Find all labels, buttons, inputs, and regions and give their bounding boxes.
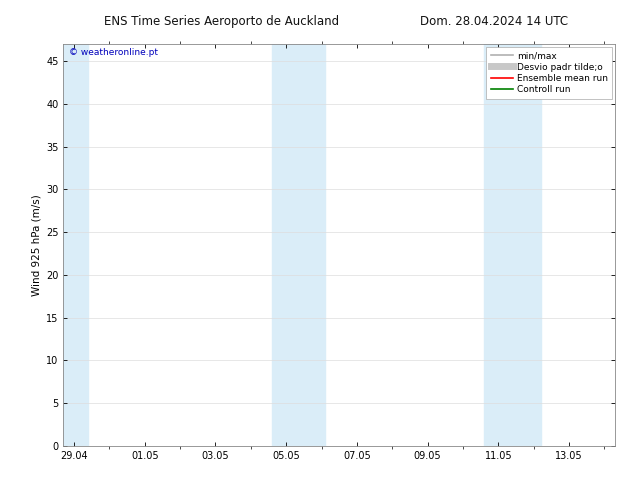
Text: ENS Time Series Aeroporto de Auckland: ENS Time Series Aeroporto de Auckland bbox=[105, 15, 339, 28]
Legend: min/max, Desvio padr tilde;o, Ensemble mean run, Controll run: min/max, Desvio padr tilde;o, Ensemble m… bbox=[486, 47, 612, 98]
Y-axis label: Wind 925 hPa (m/s): Wind 925 hPa (m/s) bbox=[32, 194, 42, 296]
Bar bbox=[63, 44, 88, 446]
Text: © weatheronline.pt: © weatheronline.pt bbox=[69, 48, 158, 57]
Text: Dom. 28.04.2024 14 UTC: Dom. 28.04.2024 14 UTC bbox=[420, 15, 569, 28]
Bar bbox=[484, 44, 541, 446]
Bar bbox=[272, 44, 325, 446]
